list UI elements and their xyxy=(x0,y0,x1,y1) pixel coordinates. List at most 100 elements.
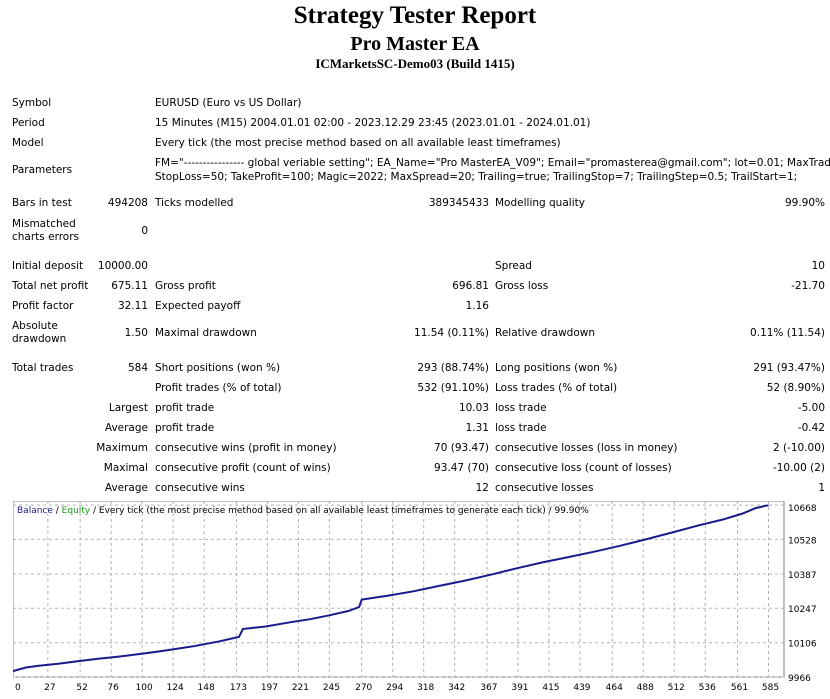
y-tick-label: 10247 xyxy=(788,605,817,615)
absolute-drawdown-label-1: Absolute xyxy=(12,320,58,332)
y-tick-label: 10528 xyxy=(788,536,817,546)
quality-value: 99.90% xyxy=(784,197,825,209)
ticks-label: Ticks modelled xyxy=(155,197,234,209)
server-build: ICMarketsSC-Demo03 (Build 1415) xyxy=(315,56,515,71)
model-label: Model xyxy=(12,137,44,149)
legend-sep: / xyxy=(53,506,62,516)
mismatch-label-1: Mismatched xyxy=(12,218,76,230)
x-tick-label: 148 xyxy=(198,683,215,693)
largest-label: Largest xyxy=(108,402,148,414)
x-tick-label: 536 xyxy=(699,683,716,693)
x-tick-label: 342 xyxy=(448,683,465,693)
largest-profit-label: profit trade xyxy=(155,402,215,414)
x-tick-label: 245 xyxy=(323,683,340,693)
x-tick-label: 415 xyxy=(542,683,559,693)
ea-name: Pro Master EA xyxy=(350,33,480,55)
total-trades-value: 584 xyxy=(127,362,148,374)
x-tick-label: 585 xyxy=(762,683,779,693)
x-tick-label: 270 xyxy=(355,683,372,693)
average-label: Average xyxy=(104,422,148,434)
period-value: 15 Minutes (M15) 2004.01.01 02:00 - 2023… xyxy=(155,117,591,129)
average-consecutive-losses-label: consecutive losses xyxy=(495,482,594,494)
relative-drawdown-value: 0.11% (11.54) xyxy=(750,327,825,339)
average-profit-value: 1.31 xyxy=(465,422,489,434)
mismatch-value: 0 xyxy=(141,225,148,237)
legend-balance: Balance xyxy=(17,506,53,516)
x-tick-label: 52 xyxy=(76,683,87,693)
symbol-value: EURUSD (Euro vs US Dollar) xyxy=(155,97,302,109)
x-tick-label: 464 xyxy=(606,683,623,693)
expected-payoff-value: 1.16 xyxy=(465,300,489,312)
average-consecutive-label: Average xyxy=(104,482,148,494)
x-tick-label: 197 xyxy=(261,683,278,693)
short-positions-label: Short positions (won %) xyxy=(155,362,281,374)
report-title: Strategy Tester Report xyxy=(293,2,537,29)
relative-drawdown-label: Relative drawdown xyxy=(495,327,596,339)
average-profit-label: profit trade xyxy=(155,422,215,434)
maximal-drawdown-value: 11.54 (0.11%) xyxy=(414,327,489,339)
bars-label: Bars in test xyxy=(12,197,72,209)
parameters-line-1: FM="---------------- global veriable set… xyxy=(155,157,830,169)
x-tick-label: 439 xyxy=(573,683,590,693)
x-tick-label: 124 xyxy=(167,683,184,693)
x-tick-label: 488 xyxy=(637,683,654,693)
legend-equity: Equity xyxy=(62,506,91,516)
spread-label: Spread xyxy=(495,260,532,272)
absolute-drawdown-label-2: drawdown xyxy=(12,333,67,345)
maximal-label: Maximal xyxy=(103,462,148,474)
chart-legend: Balance / Equity / Every tick (the most … xyxy=(17,506,589,516)
average-loss-label: loss trade xyxy=(495,422,547,434)
bars-value: 494208 xyxy=(107,197,148,209)
x-tick-label: 512 xyxy=(668,683,685,693)
average-consecutive-wins-label: consecutive wins xyxy=(155,482,245,494)
average-consecutive-losses-value: 1 xyxy=(818,482,825,494)
balance-equity-chart: Balance / Equity / Every tick (the most … xyxy=(12,500,828,693)
y-tick-label: 10387 xyxy=(788,571,817,581)
y-tick-label: 10668 xyxy=(788,504,817,514)
parameters-label: Parameters xyxy=(12,164,73,176)
maximal-consecutive-loss-label: consecutive loss (count of losses) xyxy=(495,462,672,474)
gross-loss-value: -21.70 xyxy=(791,280,825,292)
x-tick-label: 100 xyxy=(136,683,153,693)
average-loss-value: -0.42 xyxy=(797,422,825,434)
largest-loss-value: -5.00 xyxy=(797,402,825,414)
expected-payoff-label: Expected payoff xyxy=(155,300,241,312)
profit-factor-label: Profit factor xyxy=(12,300,74,312)
x-tick-label: 221 xyxy=(292,683,309,693)
quality-label: Modelling quality xyxy=(495,197,585,209)
max-consecutive-losses-value: 2 (-10.00) xyxy=(772,442,825,454)
long-positions-label: Long positions (won %) xyxy=(495,362,618,374)
loss-trades-value: 52 (8.90%) xyxy=(766,382,825,394)
period-label: Period xyxy=(12,117,45,129)
maximal-drawdown-label: Maximal drawdown xyxy=(155,327,257,339)
maximal-consecutive-profit-value: 93.47 (70) xyxy=(434,462,489,474)
x-tick-label: 294 xyxy=(386,683,403,693)
chart-plot-frame xyxy=(12,500,785,678)
x-tick-label: 27 xyxy=(44,683,55,693)
profit-trades-value: 532 (91.10%) xyxy=(417,382,489,394)
long-positions-value: 291 (93.47%) xyxy=(753,362,825,374)
x-tick-label: 318 xyxy=(417,683,434,693)
x-tick-label: 76 xyxy=(107,683,119,693)
average-consecutive-wins-value: 12 xyxy=(475,482,489,494)
symbol-label: Symbol xyxy=(12,97,52,109)
net-profit-value: 675.11 xyxy=(111,280,148,292)
deposit-value: 10000.00 xyxy=(97,260,148,272)
absolute-drawdown-value: 1.50 xyxy=(124,327,148,339)
y-tick-label: 9966 xyxy=(788,674,811,684)
deposit-label: Initial deposit xyxy=(12,260,84,272)
maximal-consecutive-loss-value: -10.00 (2) xyxy=(772,462,825,474)
net-profit-label: Total net profit xyxy=(12,280,89,292)
gross-profit-label: Gross profit xyxy=(155,280,216,292)
short-positions-value: 293 (88.74%) xyxy=(417,362,489,374)
x-tick-label: 367 xyxy=(480,683,497,693)
max-consecutive-wins-label: consecutive wins (profit in money) xyxy=(155,442,337,454)
x-tick-label: 0 xyxy=(15,683,21,693)
profit-factor-value: 32.11 xyxy=(117,300,148,312)
loss-trades-label: Loss trades (% of total) xyxy=(495,382,618,394)
total-trades-label: Total trades xyxy=(12,362,74,374)
max-consecutive-wins-value: 70 (93.47) xyxy=(434,442,489,454)
mismatch-label-2: charts errors xyxy=(12,231,79,243)
balance-series-line xyxy=(12,504,769,673)
largest-loss-label: loss trade xyxy=(495,402,547,414)
